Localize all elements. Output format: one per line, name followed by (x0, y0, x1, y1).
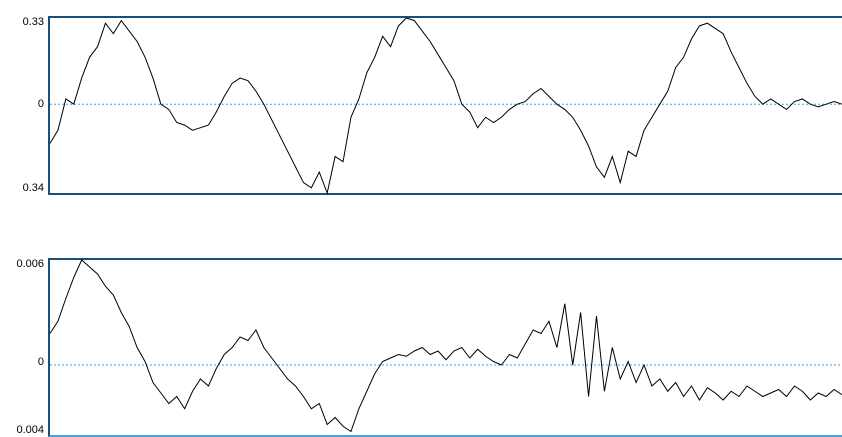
top-ymax-label: 0.33 (22, 16, 44, 28)
bottom-ymin-label: 0.004 (16, 424, 44, 436)
bottom-ymax-label: 0.006 (16, 258, 44, 270)
top-zero-label: 0 (37, 98, 44, 110)
waveform-trace (49, 259, 842, 433)
bottom-zero-label: 0 (37, 356, 44, 368)
bottom-waveform-plot[interactable] (48, 258, 842, 437)
bottom-waveform-svg (49, 259, 842, 433)
top-waveform-svg (49, 17, 842, 195)
waveform-trace (49, 17, 842, 195)
top-waveform-plot[interactable] (48, 16, 842, 195)
top-ymin-label: 0.34 (22, 182, 44, 194)
